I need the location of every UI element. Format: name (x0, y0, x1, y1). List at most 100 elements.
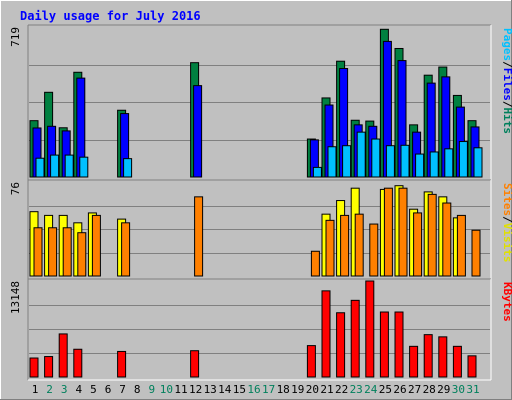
bar-pages-day-20 (312, 166, 322, 178)
panel-bottom: 13148 KBytes (9, 278, 512, 381)
bar-sites-day-7 (121, 222, 131, 277)
bar-pages-day-28 (429, 151, 439, 178)
bar-sites-day-5 (91, 214, 101, 277)
bar-kbytes-day-23 (350, 299, 360, 378)
bar-sites-day-21 (325, 219, 335, 277)
x-tick-label: 15 (233, 383, 246, 396)
bar-pages-day-30 (458, 141, 468, 178)
bar-sites-day-25 (383, 187, 393, 277)
x-tick-label: 23 (350, 383, 363, 396)
legend-entry: Visits (501, 223, 512, 263)
legend-bottom: KBytes (501, 282, 512, 322)
y-max-label-bottom: 13148 (9, 281, 22, 314)
panel-middle: 76 Sites/Visits (9, 179, 512, 280)
x-tick-label: 3 (61, 383, 68, 396)
x-tick-label: 14 (218, 383, 232, 396)
bar-sites-day-20 (310, 250, 320, 277)
bar-kbytes-day-4 (73, 348, 83, 378)
x-tick-label: 11 (174, 383, 187, 396)
bar-sites-day-27 (413, 212, 423, 277)
x-tick-label: 31 (466, 383, 479, 396)
x-tick-label: 27 (408, 383, 421, 396)
legend-entry: / (501, 216, 512, 223)
bar-pages-day-31 (473, 147, 483, 178)
bar-kbytes-day-31 (467, 355, 477, 378)
bar-kbytes-day-21 (321, 290, 331, 378)
x-tick-label: 5 (90, 383, 97, 396)
x-axis-day-labels: 1 2 3 4 5 6 7 8 9 10 11 12 13 14 15 16 17 18 19 20 21 22 23 24 2… (32, 383, 480, 396)
bar-sites-day-4 (77, 232, 87, 277)
x-tick-label: 28 (423, 383, 436, 396)
bar-kbytes-day-3 (58, 333, 68, 378)
bar-sites-day-24 (369, 223, 379, 277)
chart-panels: 719Pages/Files/Hits76Sites/Visits13148KB… (9, 24, 512, 381)
x-tick-label: 26 (393, 383, 406, 396)
bar-kbytes-day-28 (423, 334, 433, 378)
bar-sites-day-31 (471, 229, 481, 277)
bar-kbytes-day-12 (190, 350, 200, 378)
bar-pages-day-21 (327, 146, 337, 178)
x-tick-label: 8 (134, 383, 141, 396)
x-tick-label: 19 (291, 383, 304, 396)
bar-sites-day-1 (33, 227, 43, 277)
x-tick-label: 30 (452, 383, 465, 396)
x-tick-label: 2 (46, 383, 53, 396)
legend-entry: Sites (501, 183, 512, 216)
y-max-label-top: 719 (9, 27, 22, 47)
bar-sites-day-3 (62, 227, 72, 277)
bar-kbytes-day-22 (336, 312, 346, 378)
x-tick-label: 18 (277, 383, 290, 396)
x-tick-label: 16 (247, 383, 260, 396)
x-tick-label: 7 (119, 383, 126, 396)
legend-entry: / (501, 101, 512, 108)
bar-kbytes-day-20 (306, 345, 316, 378)
chart-title: Daily usage for July 2016 (20, 9, 201, 23)
bar-sites-day-12 (194, 196, 204, 277)
bar-pages-day-25 (385, 145, 395, 178)
legend-entry: Hits (501, 108, 512, 135)
bar-sites-day-2 (48, 227, 58, 277)
bar-pages-day-3 (64, 154, 74, 178)
bar-kbytes-day-30 (452, 345, 462, 378)
bar-kbytes-day-27 (409, 345, 419, 378)
x-tick-label: 17 (262, 383, 275, 396)
x-tick-label: 29 (437, 383, 450, 396)
bar-pages-day-22 (342, 145, 352, 178)
x-tick-label: 22 (335, 383, 348, 396)
x-tick-label: 12 (189, 383, 202, 396)
bar-pages-day-4 (79, 156, 89, 178)
legend-entry: Pages (501, 28, 512, 61)
x-tick-label: 21 (320, 383, 333, 396)
bar-files-day-12 (193, 85, 203, 178)
bar-kbytes-day-7 (117, 350, 127, 378)
bar-sites-day-22 (340, 214, 350, 277)
bar-kbytes-day-2 (44, 356, 54, 378)
bar-pages-day-7 (123, 158, 133, 178)
bar-kbytes-day-24 (365, 280, 375, 378)
y-max-label-middle: 76 (9, 182, 22, 195)
x-tick-label: 25 (379, 383, 392, 396)
legend-entry: / (501, 61, 512, 68)
bar-sites-day-26 (398, 187, 408, 277)
bar-sites-day-23 (354, 213, 364, 277)
bar-sites-day-29 (442, 202, 452, 277)
bar-kbytes-day-25 (379, 311, 389, 378)
legend-middle: Sites/Visits (501, 183, 512, 263)
legend-entry: KBytes (501, 282, 512, 322)
bar-pages-day-1 (35, 157, 45, 178)
x-tick-label: 1 (32, 383, 39, 396)
bar-sites-day-28 (427, 193, 437, 277)
x-tick-label: 20 (306, 383, 319, 396)
legend-entry: Files (501, 68, 512, 101)
x-tick-label: 10 (160, 383, 173, 396)
x-tick-label: 13 (204, 383, 217, 396)
bar-kbytes-day-26 (394, 311, 404, 378)
bar-kbytes-day-29 (438, 336, 448, 378)
bar-pages-day-27 (415, 153, 425, 178)
x-tick-label: 6 (105, 383, 112, 396)
x-tick-label: 4 (75, 383, 82, 396)
bar-sites-day-30 (456, 214, 466, 277)
x-tick-label: 24 (364, 383, 378, 396)
